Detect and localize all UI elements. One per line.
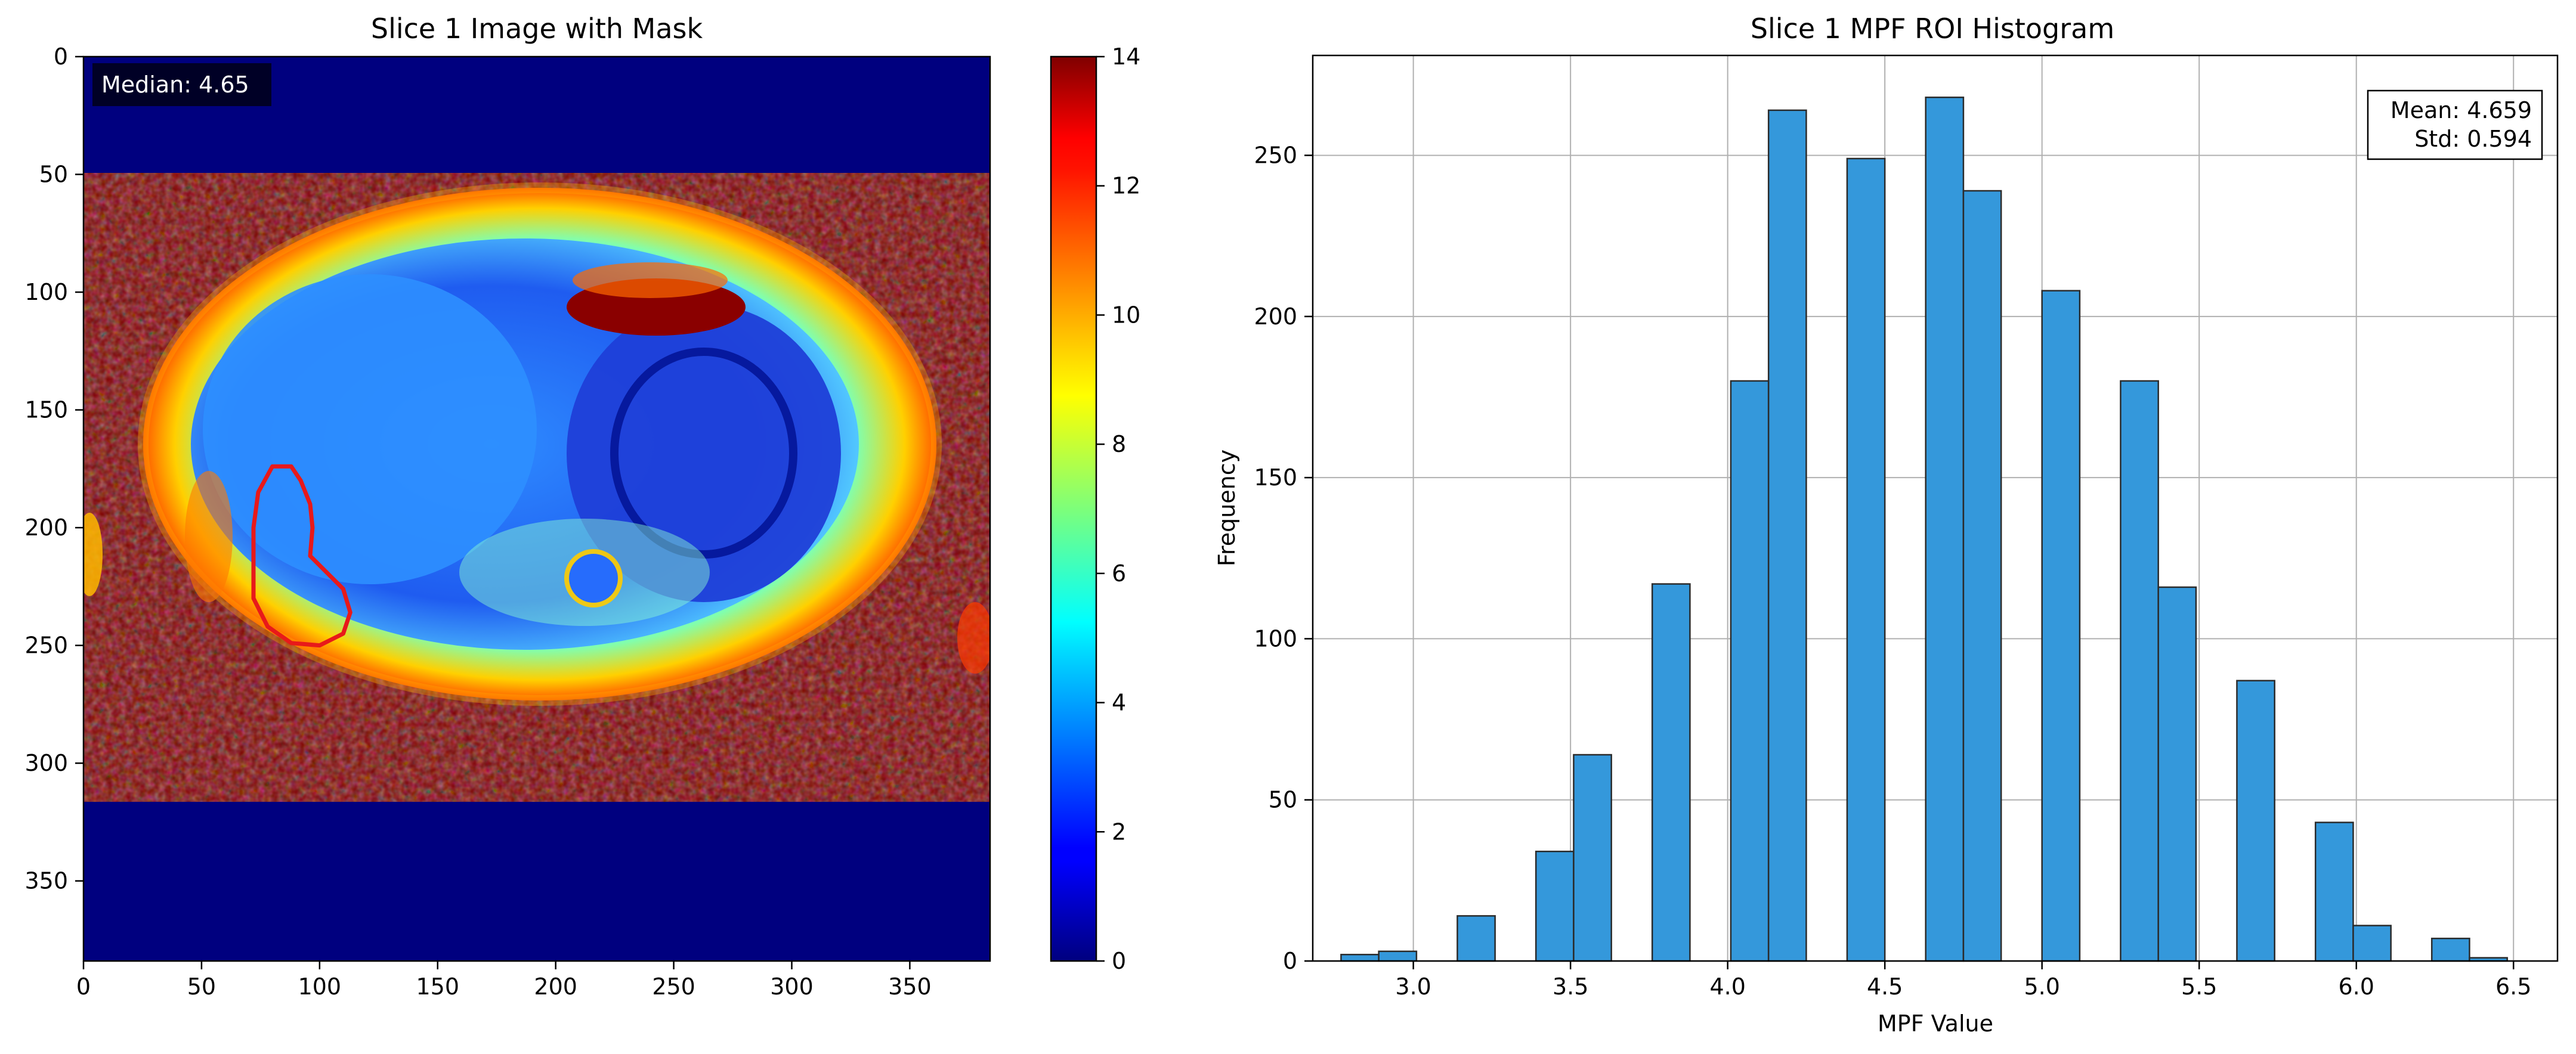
histogram-bar	[2314, 822, 2354, 962]
histogram-bar	[2157, 586, 2197, 962]
colorbar	[1050, 55, 1097, 962]
image-x-tick-label: 350	[888, 974, 932, 1000]
image-y-ticks: 0 50 100 150 200 250 300 350	[24, 44, 84, 894]
image-y-tick-label: 300	[24, 750, 68, 776]
std-label: Std: 0.594	[2414, 126, 2532, 152]
histogram-bar	[2120, 380, 2159, 962]
histogram-axes-frame	[1312, 54, 2559, 962]
colorbar-tick-label: 6	[1112, 560, 1126, 587]
colorbar-tick-label: 10	[1112, 302, 1140, 328]
image-x-tick-label: 200	[534, 974, 577, 1000]
colorbar-tick-label: 2	[1112, 819, 1126, 845]
bowel-region	[567, 304, 841, 602]
image-x-tick-label: 300	[770, 974, 814, 1000]
histogram-x-tick-label: 5.0	[2024, 974, 2059, 1000]
histogram-bar	[1340, 953, 1380, 962]
image-x-tick-label: 250	[652, 974, 695, 1000]
colorbar-ticks: 0 2 4 6 8 10 12 14	[1096, 44, 1140, 974]
histogram-x-tick-label: 6.5	[2495, 974, 2531, 1000]
colorbar-tick-label: 12	[1112, 173, 1140, 199]
image-x-ticks: 0 50 100 150 200 250 300 350	[76, 961, 932, 1000]
median-annotation: Median: 4.65	[92, 63, 271, 106]
histogram-bar	[2430, 937, 2470, 962]
histogram-y-tick-label: 150	[1254, 464, 1297, 491]
image-y-tick-label: 350	[24, 868, 68, 894]
histogram-bar	[2236, 680, 2275, 962]
roi-mask-contour	[251, 464, 352, 648]
colorbar-tick-label: 8	[1112, 431, 1126, 457]
image-x-tick-label: 150	[416, 974, 459, 1000]
histogram-y-tick-label: 200	[1254, 303, 1297, 330]
histogram-x-tick-label: 4.5	[1867, 974, 1903, 1000]
histogram-y-tick-label: 250	[1254, 142, 1297, 169]
histogram-bars	[1340, 97, 2508, 962]
histogram-bar	[1846, 157, 1886, 962]
histogram-bar	[1573, 754, 1612, 962]
image-y-tick-label: 0	[54, 44, 68, 70]
image-title: Slice 1 Image with Mask	[371, 13, 703, 45]
mri-image	[84, 57, 990, 961]
colorbar-tick-label: 14	[1112, 44, 1140, 70]
histogram-bar	[1378, 950, 1418, 962]
image-y-tick-label: 250	[24, 633, 68, 659]
colorbar-tick-label: 0	[1112, 948, 1126, 974]
histogram-bar	[2041, 290, 2081, 962]
stats-box: Mean: 4.659 Std: 0.594	[2367, 89, 2543, 160]
liver-region	[203, 274, 537, 584]
image-x-tick-label: 100	[298, 974, 342, 1000]
histogram-y-tick-label: 0	[1283, 948, 1297, 974]
histogram-y-tick-label: 100	[1254, 625, 1297, 652]
mean-label: Mean: 4.659	[2391, 97, 2532, 123]
x-axis-label: MPF Value	[1878, 1010, 1993, 1037]
median-label: Median: 4.65	[101, 72, 249, 98]
image-y-tick-label: 150	[24, 397, 68, 423]
image-panel: Slice 1 Image with Mask	[24, 13, 1140, 1000]
image-x-tick-label: 50	[187, 974, 216, 1000]
histogram-bar	[2352, 925, 2392, 962]
y-axis-label: Frequency	[1214, 450, 1240, 566]
colorbar-tick-label: 4	[1112, 690, 1126, 716]
histogram-bar	[1730, 380, 1770, 962]
histogram-x-ticks: 3.0 3.5 4.0 4.5 5.0 5.5 6.0 6.5	[1395, 961, 2531, 1000]
image-x-tick-label: 0	[76, 974, 91, 1000]
histogram-bar	[1925, 97, 1965, 962]
histogram-title: Slice 1 MPF ROI Histogram	[1751, 13, 2114, 45]
image-y-tick-label: 50	[39, 162, 68, 188]
histogram-x-tick-label: 3.5	[1553, 974, 1588, 1000]
histogram-x-tick-label: 4.0	[1709, 974, 1745, 1000]
histogram-y-tick-label: 50	[1269, 787, 1297, 813]
image-y-tick-label: 200	[24, 514, 68, 541]
histogram-y-ticks: 0 50 100 150 200 250	[1254, 142, 1313, 974]
image-y-tick-label: 100	[24, 279, 68, 305]
histogram-bar	[1767, 109, 1807, 962]
histogram-bar	[1535, 850, 1575, 962]
histogram-x-tick-label: 3.0	[1395, 974, 1431, 1000]
histogram-x-tick-label: 5.5	[2181, 974, 2217, 1000]
histogram-bar	[1651, 583, 1691, 962]
image-axes-frame	[82, 55, 991, 962]
histogram-x-tick-label: 6.0	[2338, 974, 2374, 1000]
histogram-panel: Slice 1 MPF ROI Histogram 3.0 3.5 4.0 4.5 5.…	[1214, 13, 2559, 1037]
histogram-bar	[1962, 190, 2002, 962]
histogram-bar	[1456, 915, 1496, 962]
